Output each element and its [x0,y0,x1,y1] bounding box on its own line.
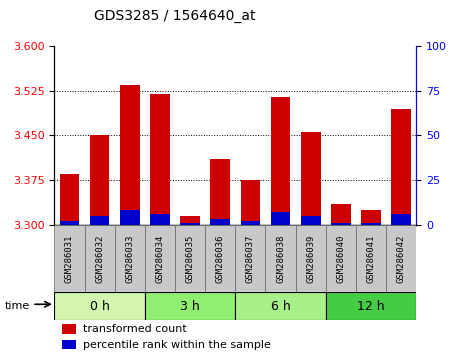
Bar [391,214,411,225]
Bar [54,292,145,320]
Bar [114,225,145,292]
Bar [54,225,85,292]
Bar [361,223,381,225]
Text: GSM286042: GSM286042 [397,234,406,282]
Bar [271,212,290,225]
Bar [235,292,326,320]
Bar [210,159,230,225]
Bar [180,223,200,225]
Bar [386,225,416,292]
Text: GSM286031: GSM286031 [65,234,74,282]
Bar [60,221,79,225]
Bar [90,135,109,225]
Text: GSM286033: GSM286033 [125,234,134,282]
Text: time: time [5,301,30,311]
Text: 12 h: 12 h [357,300,385,313]
Bar [210,219,230,225]
Text: GSM286040: GSM286040 [336,234,345,282]
Bar [331,223,350,225]
Bar [391,109,411,225]
Text: percentile rank within the sample: percentile rank within the sample [83,339,271,350]
Text: GSM286034: GSM286034 [156,234,165,282]
Bar [175,225,205,292]
Bar [60,174,79,225]
Bar [356,225,386,292]
Text: GSM286035: GSM286035 [185,234,194,282]
Bar [120,85,140,225]
Text: GSM286037: GSM286037 [246,234,255,282]
Bar [90,216,109,225]
Bar [150,94,170,225]
Text: transformed count: transformed count [83,325,187,335]
Bar [361,210,381,225]
Bar [145,225,175,292]
Bar [265,225,296,292]
Text: 3 h: 3 h [180,300,200,313]
Bar [235,225,265,292]
Bar [180,216,200,225]
Bar [85,225,114,292]
Bar [241,180,260,225]
Text: 6 h: 6 h [271,300,290,313]
Bar [120,211,140,225]
Bar [61,324,76,334]
Bar [331,204,350,225]
Text: GSM286039: GSM286039 [306,234,315,282]
Bar [326,225,356,292]
Bar [301,216,321,225]
Bar [241,221,260,225]
Text: GSM286036: GSM286036 [216,234,225,282]
Bar [145,292,235,320]
Bar [326,292,416,320]
Text: GSM286041: GSM286041 [367,234,376,282]
Bar [150,214,170,225]
Bar [271,97,290,225]
Bar [301,132,321,225]
Bar [61,339,76,349]
Bar [205,225,235,292]
Text: GDS3285 / 1564640_at: GDS3285 / 1564640_at [94,9,256,23]
Text: GSM286038: GSM286038 [276,234,285,282]
Bar [296,225,326,292]
Text: 0 h: 0 h [90,300,110,313]
Text: GSM286032: GSM286032 [95,234,104,282]
